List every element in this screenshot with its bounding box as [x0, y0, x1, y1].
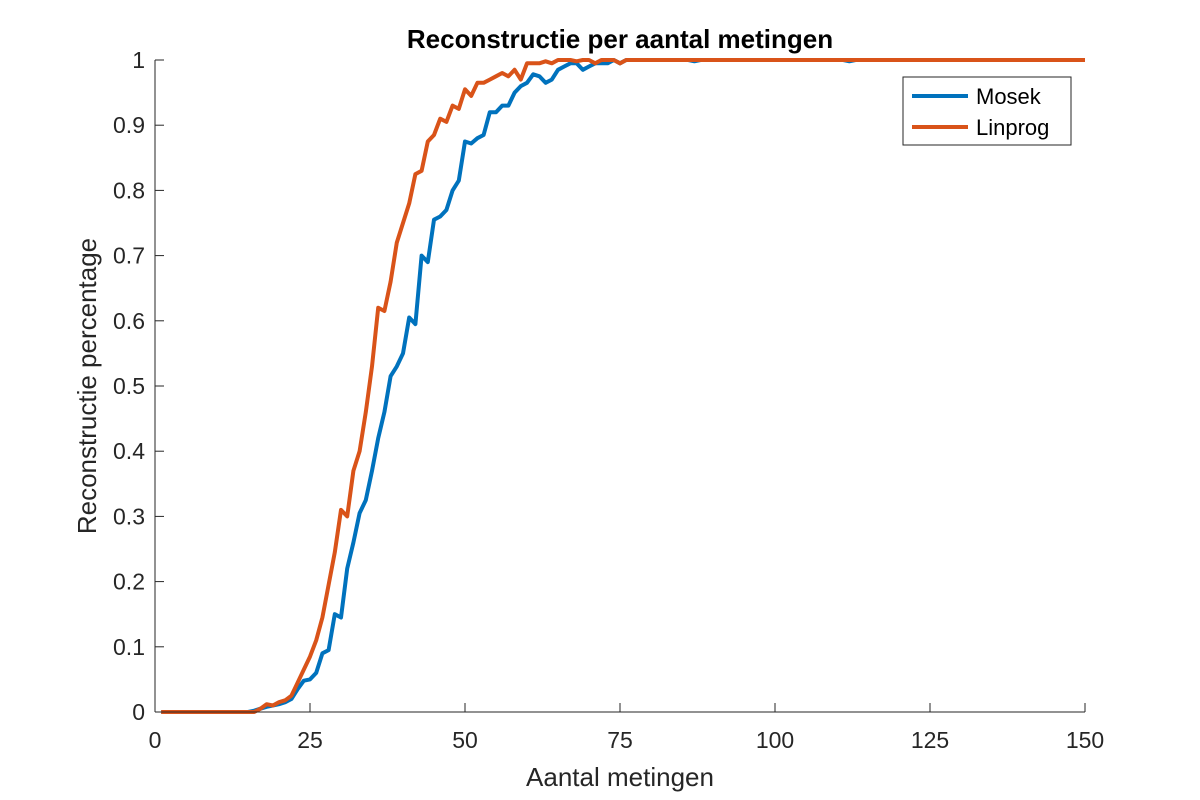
axes-layer: 0 25 50 75 100 125 150 0 0.1 0.2 0.3 0.4 0.5 0.6 0.7 0.… [113, 47, 1104, 753]
series-layer [161, 58, 1085, 714]
y-tick-label: 0.2 [113, 569, 145, 595]
series-line-linprog [161, 58, 1085, 714]
y-tick-label: 0.8 [113, 177, 145, 203]
x-tick-label: 150 [1066, 727, 1104, 753]
y-tick-label: 0.7 [113, 243, 145, 269]
legend-box [902, 76, 1072, 146]
y-tick-label: 0.3 [113, 503, 145, 529]
x-tick-label: 125 [911, 727, 949, 753]
x-axis-title: Aantal metingen [526, 762, 714, 792]
x-tick-label: 100 [756, 727, 794, 753]
legend: Mosek Linprog [902, 76, 1072, 146]
y-tick-label: 0.9 [113, 112, 145, 138]
x-tick-label: 75 [607, 727, 633, 753]
x-tick-label: 0 [149, 727, 162, 753]
y-tick-label: 0.1 [113, 634, 145, 660]
y-tick-label: 0.6 [113, 308, 145, 334]
y-tick-label: 0.4 [113, 438, 145, 464]
legend-label-linprog: Linprog [976, 115, 1049, 140]
chart-title: Reconstructie per aantal metingen [407, 24, 833, 54]
x-tick-label: 25 [297, 727, 323, 753]
x-tick-label: 50 [452, 727, 478, 753]
plot-area [155, 60, 1085, 712]
y-tick-label: 0 [132, 699, 145, 725]
legend-label-mosek: Mosek [976, 84, 1042, 109]
y-axis-title: Reconstructie percentage [72, 238, 102, 534]
y-tick-label: 1 [132, 47, 145, 73]
y-tick-label: 0.5 [113, 373, 145, 399]
